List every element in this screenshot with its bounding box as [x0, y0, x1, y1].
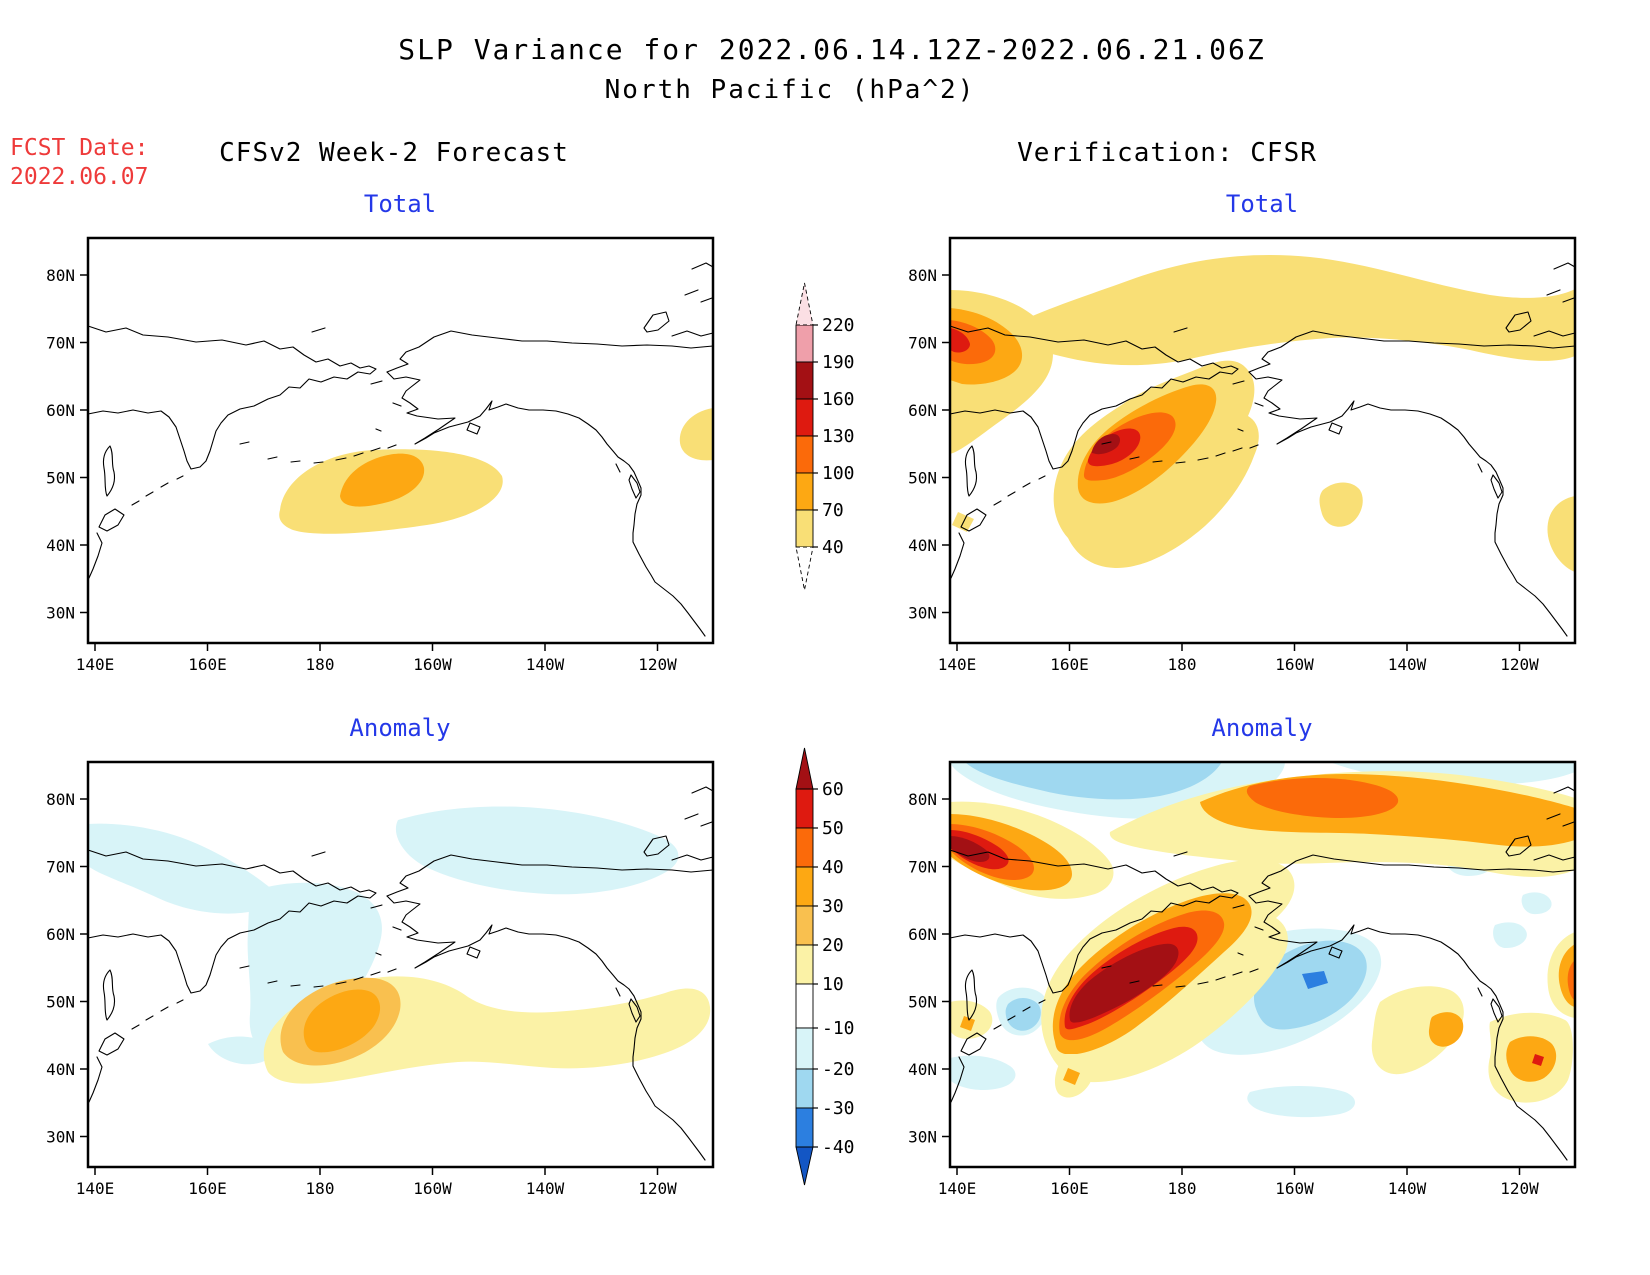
map-frame — [948, 236, 1577, 645]
svg-text:60N: 60N — [46, 925, 75, 944]
fcst-date-value: 2022.06.07 — [10, 164, 149, 190]
svg-text:140W: 140W — [526, 1179, 565, 1198]
svg-text:40N: 40N — [46, 1060, 75, 1079]
svg-text:50N: 50N — [908, 993, 937, 1012]
svg-text:80N: 80N — [46, 790, 75, 809]
panel-title-forecast-anomaly: Anomaly — [349, 714, 451, 742]
map-panel-forecast-anomaly: 80N 70N 60N 50N 40N 30N 140E 160E 180 160W 140W 120… — [46, 760, 715, 1198]
map-panel-forecast-total: 80N 70N 60N 50N 40N 30N 140E 160E 180 160W 140W 120… — [46, 236, 715, 674]
svg-text:30N: 30N — [46, 604, 75, 623]
svg-text:30N: 30N — [908, 604, 937, 623]
svg-text:-30: -30 — [822, 1098, 855, 1119]
svg-text:30N: 30N — [46, 1128, 75, 1147]
svg-text:50N: 50N — [46, 469, 75, 488]
svg-text:-20: -20 — [822, 1059, 855, 1080]
svg-text:140E: 140E — [938, 655, 977, 674]
panel-title-forecast-total: Total — [363, 190, 437, 218]
svg-text:160W: 160W — [413, 655, 452, 674]
map-panel-verification-anomaly: 80N 70N 60N 50N 40N 30N 140E 160E 180 160W 140W 120… — [908, 760, 1577, 1198]
svg-text:100: 100 — [822, 463, 855, 484]
svg-text:140W: 140W — [526, 655, 565, 674]
svg-text:160E: 160E — [1050, 1179, 1089, 1198]
map-frame — [948, 760, 1577, 1169]
svg-text:120W: 120W — [638, 1179, 677, 1198]
svg-text:30: 30 — [822, 896, 844, 917]
svg-text:180: 180 — [306, 655, 335, 674]
svg-text:120W: 120W — [638, 655, 677, 674]
panel-title-verification-total: Total — [1225, 190, 1299, 218]
contour-fills — [279, 408, 713, 534]
svg-text:220: 220 — [822, 315, 855, 336]
map-frame — [86, 760, 715, 1169]
svg-text:50N: 50N — [46, 993, 75, 1012]
column-header-forecast: CFSv2 Week-2 Forecast — [219, 138, 569, 168]
svg-text:70N: 70N — [46, 334, 75, 353]
svg-text:40: 40 — [822, 857, 844, 878]
svg-text:50: 50 — [822, 818, 844, 839]
svg-text:-40: -40 — [822, 1137, 855, 1158]
axis-ticks: 80N 70N 60N 50N 40N 30N 140E 160E 180 160W 140W 120… — [46, 266, 677, 674]
svg-text:160W: 160W — [1275, 655, 1314, 674]
colorbar-total: 220 190 160 130 100 70 40 — [795, 282, 855, 591]
svg-text:160W: 160W — [413, 1179, 452, 1198]
contour-fills — [950, 762, 1575, 1118]
svg-text:160E: 160E — [188, 1179, 227, 1198]
svg-text:60N: 60N — [908, 401, 937, 420]
svg-text:140E: 140E — [938, 1179, 977, 1198]
svg-text:80N: 80N — [908, 790, 937, 809]
svg-text:160E: 160E — [1050, 655, 1089, 674]
fcst-date-annotation: FCST Date: 2022.06.07 — [10, 134, 148, 192]
svg-text:70N: 70N — [908, 334, 937, 353]
svg-text:120W: 120W — [1500, 1179, 1539, 1198]
colorbar-anomaly: 60 50 40 30 20 10 -10 -20 -30 -40 — [795, 747, 855, 1186]
svg-text:80N: 80N — [908, 266, 937, 285]
axis-ticks: 80N 70N 60N 50N 40N 30N 140E 160E 180 160W 140W 120… — [46, 790, 677, 1198]
svg-text:80N: 80N — [46, 266, 75, 285]
contour-fills — [88, 806, 711, 1084]
svg-text:180: 180 — [1168, 655, 1197, 674]
svg-text:60: 60 — [822, 779, 844, 800]
svg-text:190: 190 — [822, 352, 855, 373]
svg-text:60N: 60N — [46, 401, 75, 420]
map-panel-verification-total: 80N 70N 60N 50N 40N 30N 140E 160E 180 160W 140W 120… — [908, 236, 1577, 674]
map-frame — [86, 236, 715, 645]
axis-ticks: 80N 70N 60N 50N 40N 30N 140E 160E 180 160W 140W 120… — [908, 266, 1539, 674]
svg-text:120W: 120W — [1500, 655, 1539, 674]
svg-text:40N: 40N — [908, 536, 937, 555]
svg-text:60N: 60N — [908, 925, 937, 944]
svg-text:50N: 50N — [908, 469, 937, 488]
contour-fills — [950, 254, 1575, 572]
svg-text:140W: 140W — [1388, 655, 1427, 674]
svg-text:10: 10 — [822, 974, 844, 995]
svg-text:160E: 160E — [188, 655, 227, 674]
svg-text:140E: 140E — [76, 1179, 115, 1198]
svg-text:140W: 140W — [1388, 1179, 1427, 1198]
svg-text:160W: 160W — [1275, 1179, 1314, 1198]
svg-text:130: 130 — [822, 426, 855, 447]
svg-text:140E: 140E — [76, 655, 115, 674]
axis-ticks: 80N 70N 60N 50N 40N 30N 140E 160E 180 160W 140W 120… — [908, 790, 1539, 1198]
figure-title: SLP Variance for 2022.06.14.12Z-2022.06.… — [398, 33, 1266, 66]
figure-subtitle: North Pacific (hPa^2) — [604, 75, 976, 105]
svg-text:20: 20 — [822, 935, 844, 956]
svg-text:70: 70 — [822, 500, 844, 521]
column-header-verification: Verification: CFSR — [1017, 138, 1317, 168]
svg-text:40N: 40N — [46, 536, 75, 555]
svg-text:160: 160 — [822, 389, 855, 410]
svg-text:70N: 70N — [908, 858, 937, 877]
panel-title-verification-anomaly: Anomaly — [1211, 714, 1313, 742]
svg-text:70N: 70N — [46, 858, 75, 877]
svg-text:180: 180 — [306, 1179, 335, 1198]
svg-text:-10: -10 — [822, 1018, 855, 1039]
svg-text:40: 40 — [822, 537, 844, 558]
svg-text:30N: 30N — [908, 1128, 937, 1147]
fcst-date-label: FCST Date: — [10, 135, 149, 161]
svg-text:40N: 40N — [908, 1060, 937, 1079]
svg-text:180: 180 — [1168, 1179, 1197, 1198]
